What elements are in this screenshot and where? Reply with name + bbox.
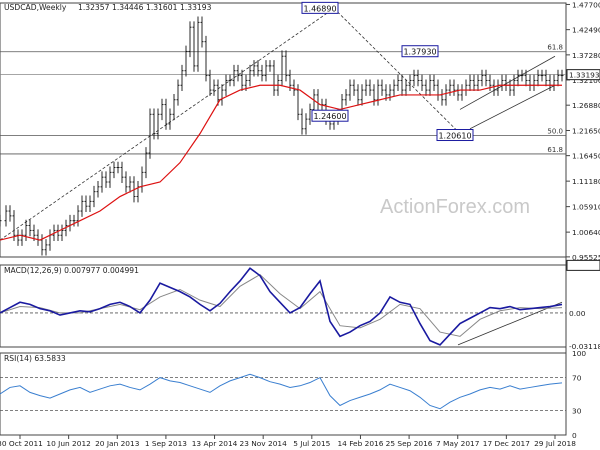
price-label-text: 1.46890 [303, 4, 336, 13]
price-tick-label: 1.11180 [572, 177, 600, 186]
price-tick-label: 1.42490 [572, 26, 600, 35]
ohlc-close: 1.33193 [180, 3, 212, 12]
price-tick-label: 1.47700 [572, 0, 600, 9]
panel-frame-2 [0, 352, 567, 436]
price-label-box [311, 109, 349, 122]
x-tick-label: 14 Feb 2016 [337, 439, 383, 448]
price-label-text: 1.24600 [313, 112, 346, 121]
trendline-rise [0, 8, 335, 241]
macd-tick-label: 0.00 [569, 309, 586, 318]
x-tick-label: 5 Jul 2015 [293, 439, 330, 448]
watermark: ActionForex.com [380, 196, 530, 218]
ohlc-low: 1.31601 [146, 3, 178, 12]
price-tick-label: 1.32100 [572, 76, 600, 85]
x-tick-label: 25 Sep 2016 [386, 439, 433, 448]
rsi-line [0, 373, 563, 410]
macd-signal-line [0, 273, 563, 337]
price-label-box [301, 1, 339, 14]
price-tick-label: 0.95525 [572, 253, 600, 262]
x-tick-label: 13 Apr 2014 [192, 439, 238, 448]
rsi-title: RSI(14) 63.5833 [4, 354, 66, 363]
x-tick-label: 7 May 2017 [436, 439, 480, 448]
x-tick-label: 30 Oct 2011 [0, 439, 43, 448]
macd-title: MACD(12,26,9) 0.007977 0.004991 [4, 266, 139, 275]
x-tick-label: 29 Jul 2018 [534, 439, 576, 448]
price-tick-label: 1.37280 [572, 51, 600, 60]
x-tick-label: 17 Dec 2017 [483, 439, 531, 448]
price-tick-label: 1.16450 [572, 152, 600, 161]
x-tick-label: 20 Jan 2013 [95, 439, 140, 448]
rsi-tick-label: 100 [572, 349, 586, 358]
trendline-fall [333, 8, 463, 136]
current-price-tag [566, 69, 600, 81]
channel-lower [469, 84, 556, 130]
rsi-tick-label: 0 [572, 431, 577, 440]
price-label-text: 1.37930 [403, 48, 436, 57]
price-tick-label: 1.26880 [572, 101, 600, 110]
x-tick-label: 1 Sep 2013 [145, 439, 187, 448]
fib-label: 61.8 [547, 146, 563, 154]
mark-layer: 1.33193 1.46890 1.37930 1.24600 1.20610 [0, 1, 600, 410]
macd-value-tag [566, 259, 600, 271]
rsi-tick-label: 70 [572, 374, 582, 383]
macd-line [0, 267, 563, 346]
price-label-box [436, 129, 474, 142]
x-tick-label: 23 Nov 2014 [240, 439, 288, 448]
price-tick-label: 1.05910 [572, 203, 600, 212]
current-price-label: 1.33193 [569, 71, 600, 80]
ohlc-open: 1.32357 [78, 3, 110, 12]
fib-label: 61.8 [547, 44, 563, 52]
main-chart-title: USDCAD,Weekly [4, 3, 67, 12]
fib-label: 50.0 [547, 128, 563, 136]
price-tick-label: 1.21650 [572, 126, 600, 135]
rsi-tick-label: 30 [572, 406, 582, 415]
macd-trendline [457, 301, 563, 346]
price-label-text: 1.20610 [438, 132, 471, 141]
ohlc-high: 1.34446 [112, 3, 144, 12]
macd-tick-label: -0.031183 [569, 342, 600, 351]
price-label-box [401, 45, 439, 58]
x-tick-label: 10 Jun 2012 [46, 439, 90, 448]
channel-upper [459, 55, 556, 110]
moving-average-line [0, 84, 562, 241]
price-tick-label: 1.00640 [572, 228, 600, 237]
